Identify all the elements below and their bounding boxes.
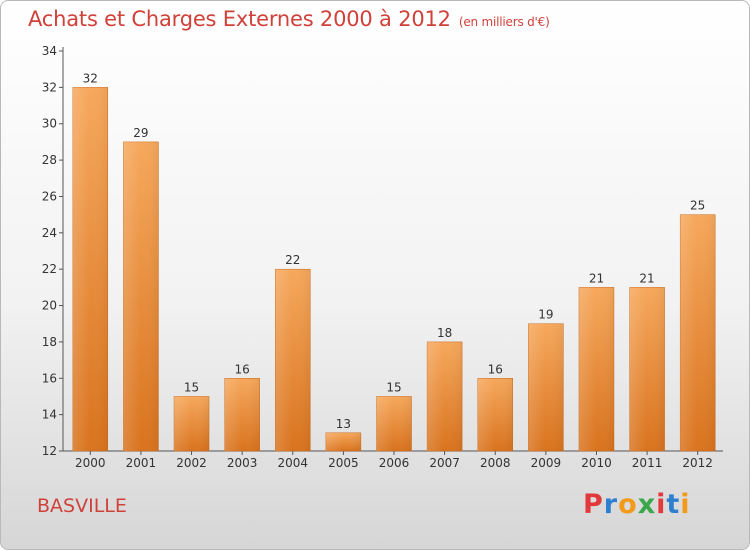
bar-shine-2003 [224,378,260,451]
x-tick-label-2006: 2006 [379,456,410,470]
y-tick-label: 30 [42,117,57,131]
logo-letter: t [666,489,681,520]
bar-shine-2000 [72,87,108,451]
x-tick-label-2012: 2012 [682,456,713,470]
bar-value-label-2008: 16 [488,362,503,376]
bar-value-label-2002: 15 [184,380,199,394]
y-tick-label: 26 [42,189,57,203]
y-tick-label: 18 [42,335,57,349]
x-tick-label-2007: 2007 [429,456,460,470]
x-tick-label-2009: 2009 [531,456,562,470]
city-name: BASVILLE [37,495,127,517]
bar-value-label-2006: 15 [386,380,401,394]
x-tick-label-2011: 2011 [632,456,663,470]
x-tick-label-2010: 2010 [581,456,612,470]
chart-title: Achats et Charges Externes 2000 à 2012 (e… [28,7,550,31]
bar-value-label-2000: 32 [83,71,98,85]
axes: 12 14 16 18 20 22 24 26 28 30 32 34 2000 2001 2002 2003… [42,44,723,470]
bar-value-label-2011: 21 [639,271,654,285]
bars: 32 29 15 16 22 13 15 18 16 19 21 21 25 [72,71,716,452]
bar-value-label-2004: 22 [285,253,300,267]
logo-letter: P [583,489,604,520]
bar-value-label-2007: 18 [437,326,452,340]
x-tick-label-2003: 2003 [227,456,258,470]
x-tick-label-2002: 2002 [176,456,207,470]
y-tick-label: 34 [42,44,57,58]
bar-value-label-2003: 16 [235,362,250,376]
bar-shine-2001 [123,141,159,451]
bar-shine-2012 [680,214,716,451]
bar-shine-2009 [528,323,564,451]
bar-shine-2008 [477,378,513,451]
x-tick-label-2005: 2005 [328,456,359,470]
bar-value-label-2009: 19 [538,308,553,322]
bar-value-label-2010: 21 [589,271,604,285]
y-tick-label: 28 [42,153,57,167]
bar-value-label-2005: 13 [336,417,351,431]
bar-shine-2006 [376,396,412,451]
bar-shine-2004 [275,269,311,451]
logo-letter: i [680,489,691,520]
y-tick-label: 14 [42,408,57,422]
chart-subtitle: (en milliers d'€) [458,15,550,29]
y-tick-label: 12 [42,444,57,458]
bar-shine-2011 [629,287,665,451]
logo-letter: x [637,489,657,520]
bar-value-label-2001: 29 [133,126,148,140]
bar-value-label-2012: 25 [690,199,705,213]
y-tick-label: 24 [42,226,57,240]
x-tick-label-2004: 2004 [277,456,308,470]
x-tick-label-2008: 2008 [480,456,511,470]
proxiti-logo: Proxiti [583,489,691,520]
y-tick-label: 32 [42,80,57,94]
y-tick-label: 16 [42,371,57,385]
logo-letter: o [618,489,638,520]
chart-title-text: Achats et Charges Externes 2000 à 2012 [28,7,451,31]
logo-letter: i [656,489,667,520]
bar-shine-2007 [427,341,463,451]
y-tick-label: 22 [42,262,57,276]
bar-shine-2002 [174,396,210,451]
bar-shine-2010 [578,287,614,451]
x-tick-label-2001: 2001 [126,456,157,470]
bar-shine-2005 [325,432,361,451]
x-tick-label-2000: 2000 [75,456,106,470]
logo-letter: r [603,489,619,520]
y-tick-label: 20 [42,299,57,313]
